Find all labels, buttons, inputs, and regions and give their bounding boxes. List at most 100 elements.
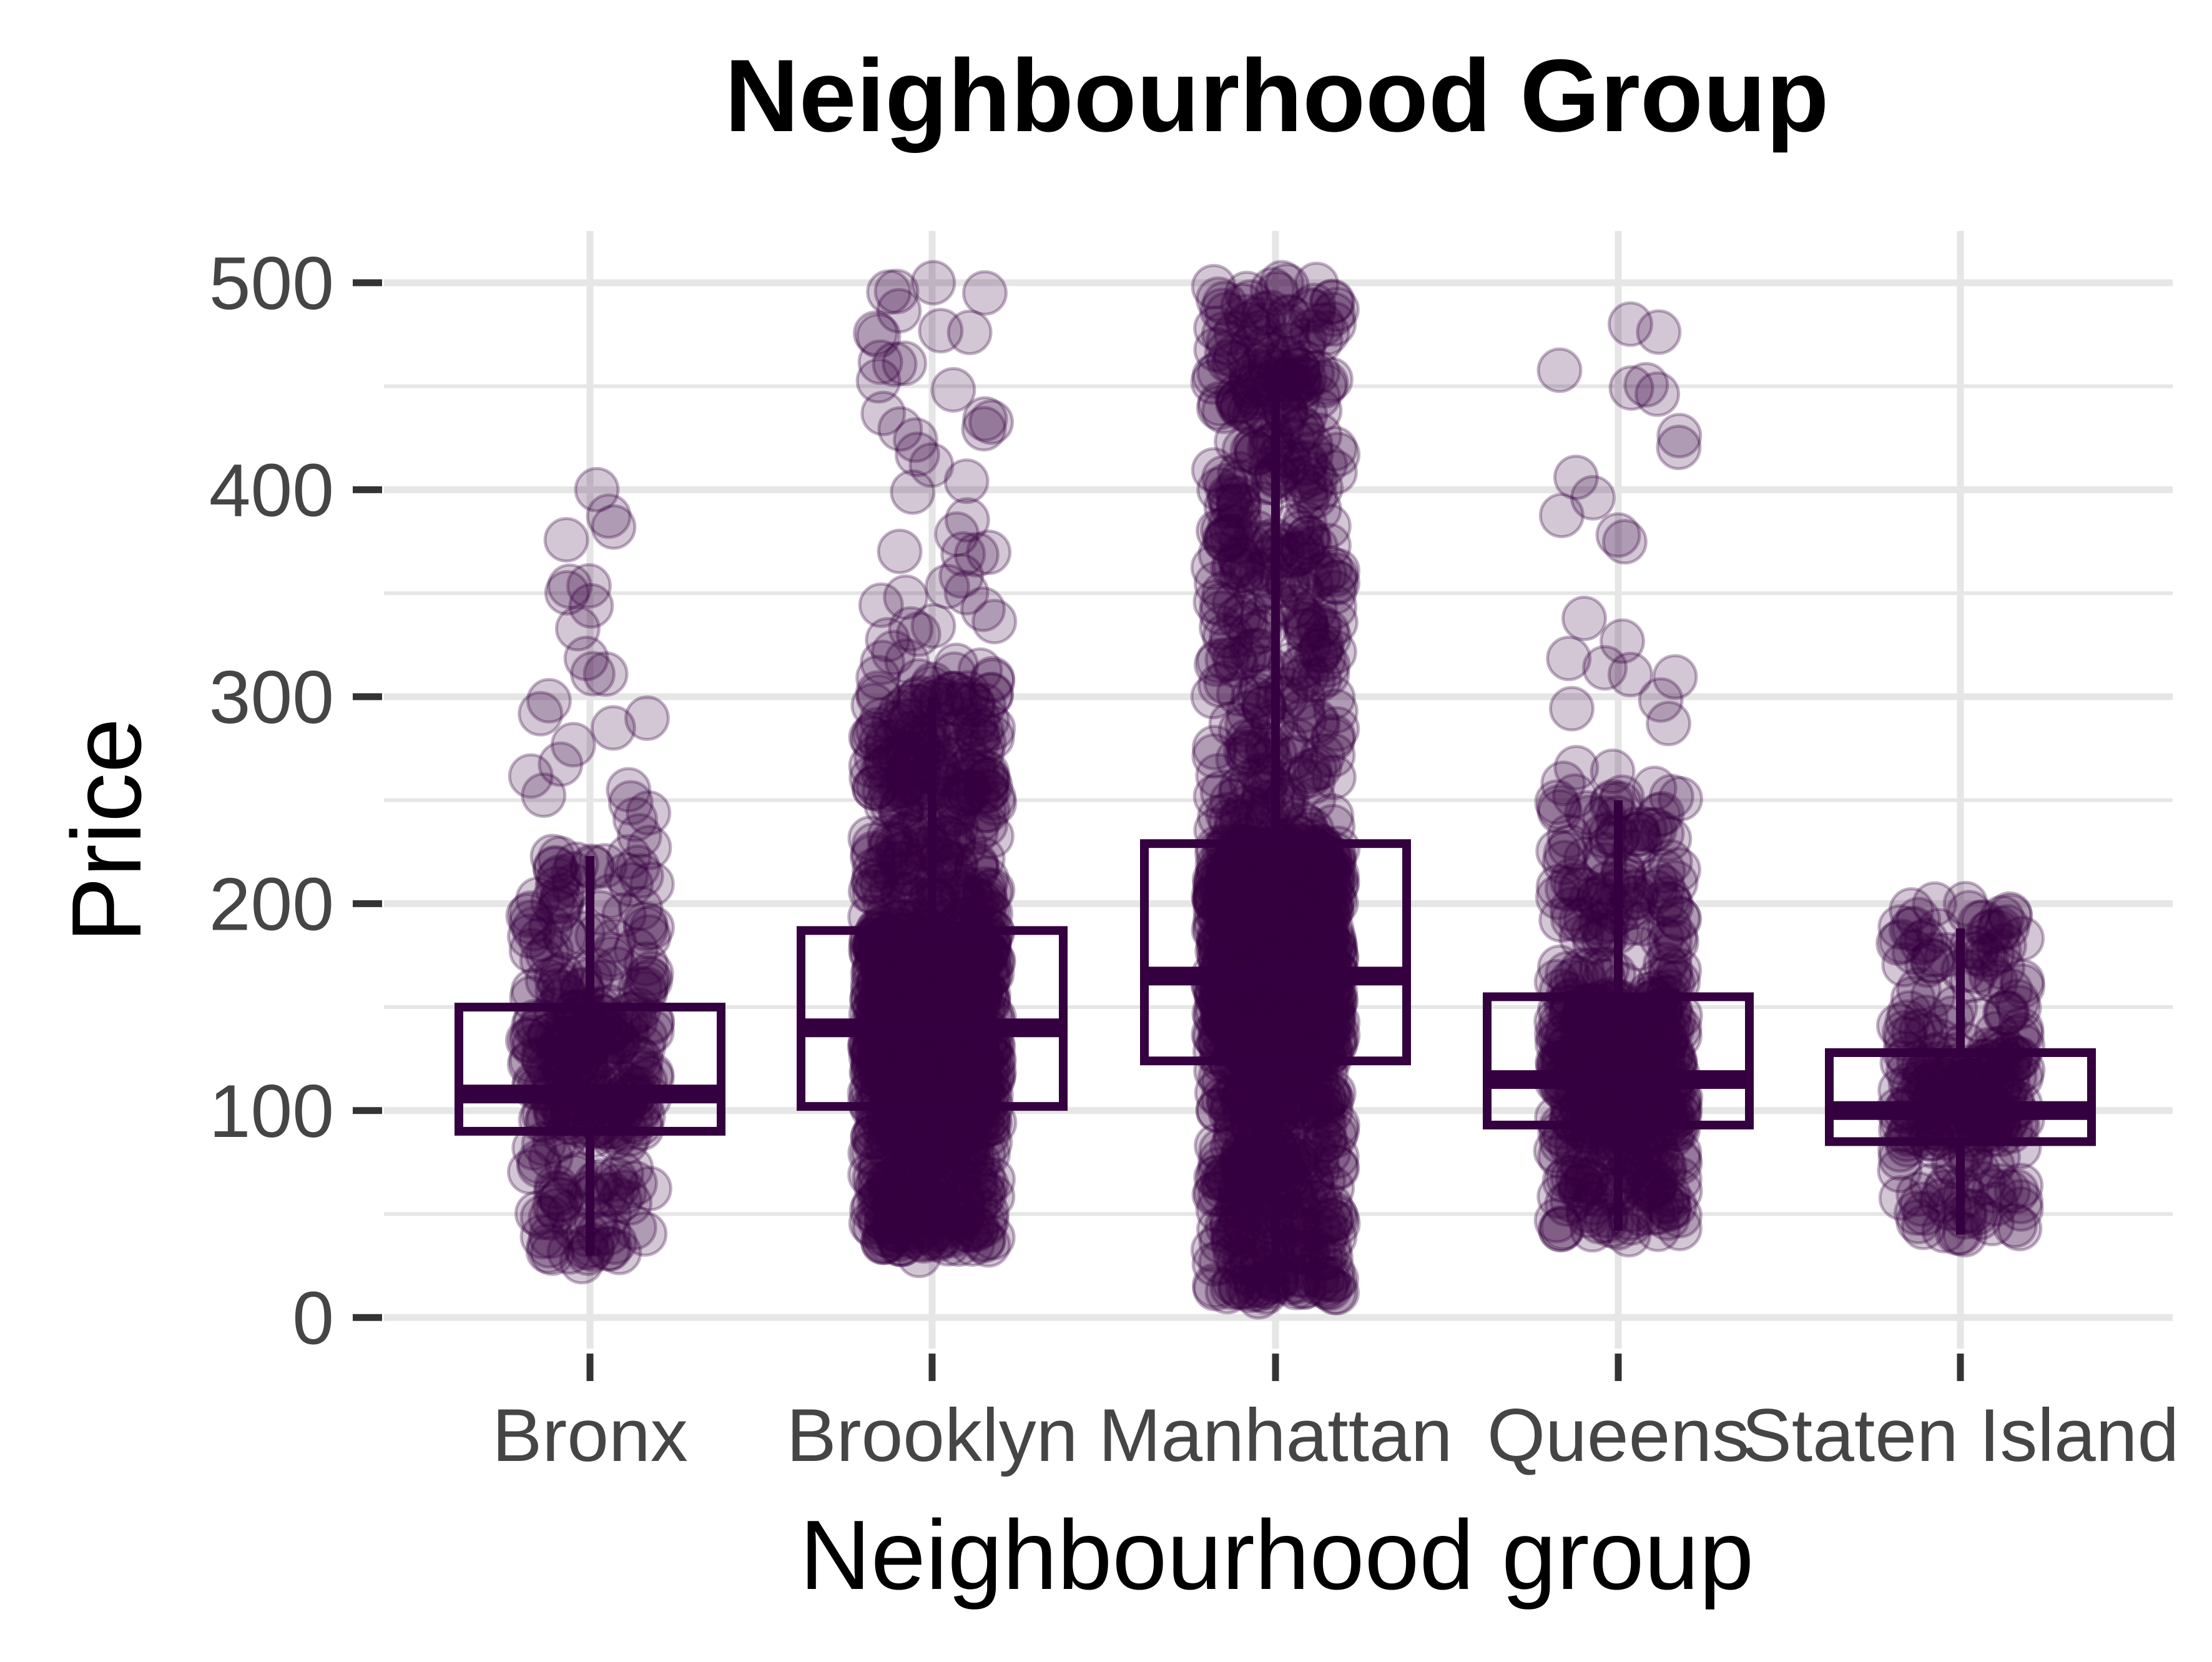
data-point — [954, 771, 1000, 817]
data-point — [514, 1191, 560, 1237]
data-point — [606, 833, 652, 880]
data-point — [544, 1035, 589, 1081]
y-tick-label: 400 — [209, 448, 334, 532]
data-point — [919, 1057, 965, 1103]
data-point — [942, 1128, 988, 1174]
x-tick-label: Bronx — [492, 1394, 687, 1477]
data-point — [581, 1027, 627, 1073]
data-point — [883, 961, 930, 1006]
data-point — [521, 772, 567, 819]
data-point — [1942, 1212, 1988, 1258]
data-point — [971, 1099, 1018, 1146]
data-point — [539, 1017, 585, 1063]
data-point — [524, 958, 571, 1003]
data-point — [1652, 654, 1698, 700]
data-point — [965, 953, 1011, 999]
data-point — [1194, 842, 1241, 888]
data-point — [535, 888, 581, 935]
data-point — [587, 873, 633, 920]
y-tick-label: 500 — [209, 242, 334, 325]
data-point — [940, 1174, 986, 1221]
data-point — [596, 1001, 642, 1047]
data-point — [559, 1239, 605, 1285]
data-point — [1549, 686, 1595, 732]
data-point — [934, 511, 980, 557]
data-point — [934, 954, 980, 1000]
data-point — [1929, 995, 1975, 1041]
data-point — [543, 517, 589, 563]
data-point — [620, 1024, 666, 1070]
data-point — [507, 1149, 553, 1195]
data-point — [883, 574, 929, 621]
data-point — [918, 308, 964, 354]
data-point — [877, 786, 923, 832]
data-point — [886, 936, 932, 982]
data-point — [908, 1043, 954, 1089]
data-point — [1656, 413, 1703, 459]
data-point — [612, 796, 658, 842]
data-point — [538, 1177, 584, 1223]
data-point — [965, 972, 1011, 1018]
data-point — [960, 586, 1006, 632]
data-point — [589, 1171, 635, 1217]
data-point — [924, 1038, 970, 1084]
data-point — [607, 780, 654, 826]
data-point — [570, 651, 616, 697]
data-point — [596, 1019, 642, 1065]
data-point — [940, 531, 986, 577]
data-point — [850, 950, 896, 996]
data-point — [970, 1053, 1016, 1099]
data-point — [531, 1183, 578, 1229]
data-point — [564, 1012, 609, 1058]
data-point — [526, 1012, 573, 1058]
data-point — [851, 858, 897, 904]
data-point — [906, 1036, 952, 1082]
data-point — [1266, 1003, 1312, 1049]
data-point — [889, 1055, 935, 1101]
data-point — [853, 969, 899, 1015]
x-tick-label: Manhattan — [1098, 1394, 1452, 1477]
data-point — [1623, 998, 1669, 1043]
data-point — [533, 954, 579, 1000]
data-point — [534, 865, 581, 912]
data-point — [947, 867, 993, 913]
data-point — [526, 1222, 572, 1269]
data-point — [863, 840, 909, 887]
data-point — [946, 309, 993, 355]
data-point — [1895, 1171, 1942, 1217]
data-point — [568, 583, 614, 629]
data-point — [867, 913, 913, 959]
data-point — [521, 1037, 567, 1083]
data-point — [574, 466, 620, 513]
data-point — [949, 1046, 995, 1092]
data-point — [885, 912, 931, 958]
data-point — [933, 642, 980, 689]
data-point — [538, 885, 584, 931]
data-point — [880, 1186, 927, 1232]
data-point — [538, 878, 584, 925]
data-point — [624, 695, 670, 741]
data-point — [528, 928, 574, 974]
data-point — [904, 1162, 950, 1208]
data-point — [537, 854, 583, 900]
data-point — [961, 682, 1007, 729]
y-tick-label: 300 — [209, 656, 334, 739]
data-point — [960, 1218, 1006, 1264]
data-point — [971, 1037, 1017, 1083]
data-point — [622, 901, 669, 947]
data-point — [902, 1047, 947, 1093]
data-point — [589, 1018, 636, 1065]
data-point — [1998, 1163, 2044, 1209]
data-point — [863, 1198, 910, 1244]
data-point — [966, 923, 1012, 970]
data-point — [896, 658, 942, 704]
data-point — [594, 946, 640, 992]
data-point — [856, 1160, 902, 1206]
data-point — [1294, 1252, 1340, 1298]
data-point — [920, 943, 966, 989]
data-point — [561, 1012, 607, 1058]
data-point — [900, 935, 946, 981]
data-point — [551, 1205, 597, 1251]
data-point — [961, 1172, 1008, 1218]
data-point — [1607, 651, 1653, 697]
